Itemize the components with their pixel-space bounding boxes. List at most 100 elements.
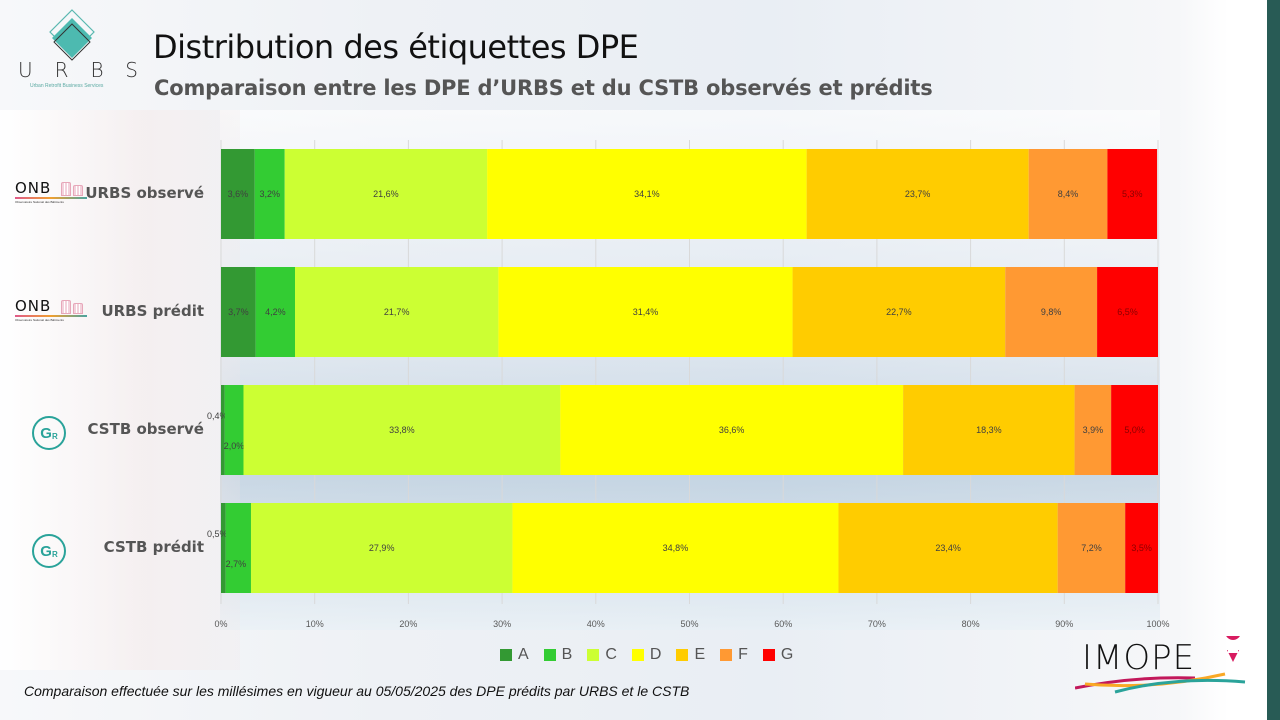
- x-tick-label: 20%: [399, 619, 417, 629]
- legend-label: D: [649, 646, 662, 663]
- row-label: CSTB observé: [87, 420, 204, 438]
- data-label: 3,7%: [228, 307, 249, 317]
- row-label: URBS prédit: [101, 302, 204, 320]
- data-label: 36,6%: [719, 425, 745, 435]
- onb-underline: [15, 315, 87, 317]
- legend-swatch: [762, 649, 775, 661]
- data-label: 21,7%: [384, 307, 410, 317]
- data-label: 3,9%: [1083, 425, 1104, 435]
- data-label: 34,8%: [663, 543, 689, 553]
- gr-sub-letter: R: [51, 431, 58, 441]
- legend-swatch: [720, 649, 733, 661]
- bar-segment-G: [1125, 503, 1158, 593]
- data-label: 8,4%: [1058, 189, 1079, 199]
- bar-segment-A: [221, 385, 225, 475]
- row-label: URBS observé: [85, 184, 204, 202]
- x-tick-label: 80%: [962, 619, 980, 629]
- data-label: 23,4%: [935, 543, 961, 553]
- legend-label: B: [561, 646, 573, 663]
- data-label: 5,3%: [1122, 189, 1143, 199]
- footnote: Comparaison effectuée sur les millésimes…: [24, 683, 690, 699]
- bar-segment-E: [792, 267, 1006, 357]
- data-label: 34,1%: [634, 189, 660, 199]
- bar-segment-F: [1074, 385, 1112, 475]
- urbs-diamond-icon: [49, 9, 95, 61]
- data-label: 9,8%: [1041, 307, 1062, 317]
- legend-item-D: D: [631, 646, 662, 664]
- data-label: 22,7%: [886, 307, 912, 317]
- bar-segment-B: [254, 149, 285, 239]
- building-icon: [61, 300, 71, 314]
- bar-segment-G: [1107, 149, 1158, 239]
- onb-text: ONB: [15, 179, 52, 197]
- data-label: 33,8%: [389, 425, 415, 435]
- legend-label: F: [738, 646, 748, 663]
- x-tick-label: 30%: [493, 619, 511, 629]
- legend-item-E: E: [676, 646, 705, 664]
- building-icon: [73, 303, 83, 314]
- onb-text: ONB: [15, 297, 52, 315]
- onb-logo: ONB Observatoire National des Bâtiments: [15, 179, 90, 205]
- bar-segment-D: [487, 149, 807, 239]
- onb-tagline: Observatoire National des Bâtiments: [15, 318, 64, 322]
- gr-letter: G: [40, 424, 52, 442]
- x-tick-label: 40%: [587, 619, 605, 629]
- gr-sub-letter: R: [51, 549, 58, 559]
- bar-segment-C: [284, 149, 488, 239]
- map-pin-icon: [1226, 636, 1240, 640]
- data-label: 5,0%: [1124, 425, 1145, 435]
- chart-legend: A B C D E F G: [500, 646, 793, 664]
- x-tick-label: 50%: [680, 619, 698, 629]
- legend-item-G: G: [762, 646, 794, 664]
- onb-logo: ONB Observatoire National des Bâtiments: [15, 297, 90, 323]
- bar-segment-E: [806, 149, 1029, 239]
- onb-underline: [15, 197, 87, 199]
- onb-tagline: Observatoire National des Bâtiments: [15, 200, 64, 204]
- legend-swatch: [676, 649, 689, 661]
- imope-logo: IMOPE: [1075, 636, 1255, 696]
- gr-letter: G: [40, 542, 52, 560]
- building-icon: [61, 182, 71, 196]
- legend-label: C: [605, 646, 617, 663]
- x-tick-label: 10%: [306, 619, 324, 629]
- bar-segment-D: [560, 385, 904, 475]
- x-tick-label: 90%: [1055, 619, 1073, 629]
- data-label: 21,6%: [373, 189, 399, 199]
- bar-segment-D: [512, 503, 839, 593]
- x-tick-label: 0%: [214, 619, 227, 629]
- background-fade: [0, 110, 240, 670]
- bar-segment-G: [1097, 267, 1158, 357]
- legend-swatch: [543, 649, 556, 661]
- data-label: 4,2%: [265, 307, 286, 317]
- data-label: 3,6%: [228, 189, 249, 199]
- data-label: 7,2%: [1081, 543, 1102, 553]
- data-label: 3,5%: [1131, 543, 1152, 553]
- bar-segment-F: [1005, 267, 1098, 357]
- bar-segment-D: [498, 267, 793, 357]
- imope-text: IMOPE: [1082, 638, 1196, 678]
- data-label: 23,7%: [905, 189, 931, 199]
- bar-segment-B: [255, 267, 296, 357]
- data-label: 18,3%: [976, 425, 1002, 435]
- data-label: 3,2%: [259, 189, 280, 199]
- page-title: Distribution des étiquettes DPE: [153, 28, 639, 66]
- urbs-letters: URBS: [18, 58, 160, 82]
- bar-segment-E: [903, 385, 1075, 475]
- bar-segment-C: [250, 503, 513, 593]
- data-label: 6,5%: [1117, 307, 1138, 317]
- x-tick-label: 100%: [1146, 619, 1169, 629]
- urbs-tagline: Urban Retrofit Business Services: [30, 83, 104, 89]
- data-label: 27,9%: [369, 543, 395, 553]
- legend-label: E: [694, 646, 706, 663]
- bar-segment-B: [225, 503, 251, 593]
- bar-segment-A: [221, 503, 226, 593]
- bar-segment-G: [1111, 385, 1158, 475]
- legend-label: G: [780, 646, 794, 663]
- bar-segment-F: [1028, 149, 1108, 239]
- bar-segment-A: [221, 149, 255, 239]
- legend-swatch: [587, 649, 600, 661]
- x-tick-label: 60%: [774, 619, 792, 629]
- legend-swatch: [631, 649, 644, 661]
